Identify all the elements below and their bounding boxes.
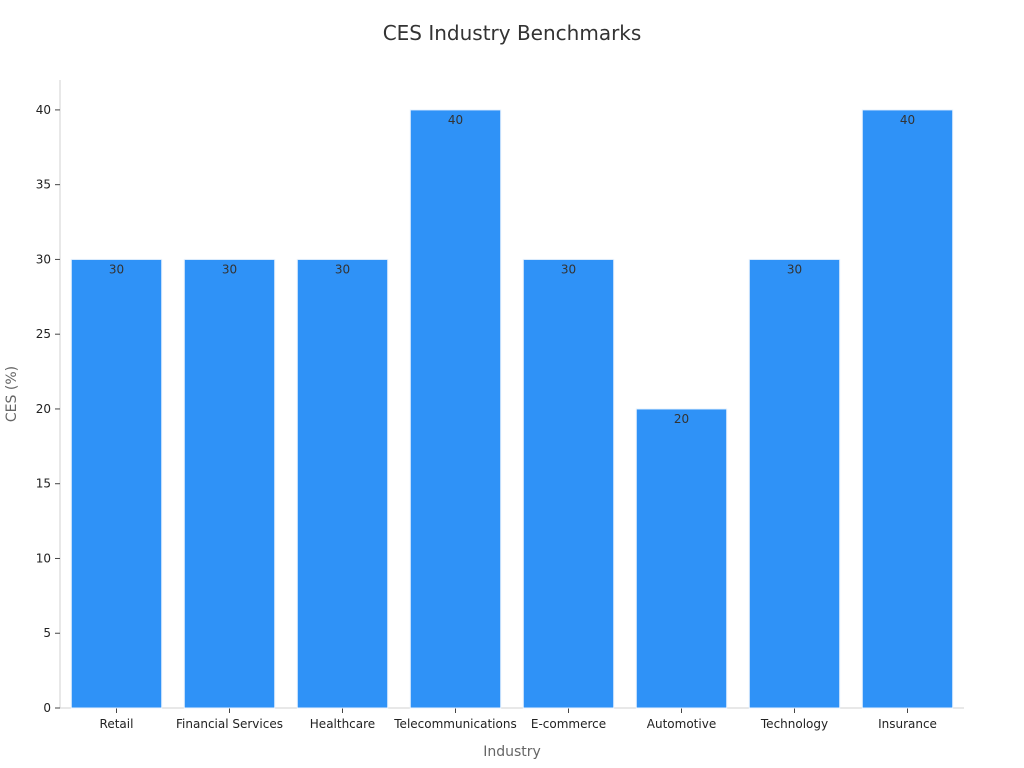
bar-telecommunications: [409, 109, 502, 709]
bar-insurance: [861, 109, 954, 709]
data-label: 30: [561, 262, 576, 276]
bar-e-commerce: [522, 258, 615, 709]
data-label: 20: [674, 412, 689, 426]
x-tick-label: Financial Services: [176, 717, 283, 731]
data-label: 30: [787, 262, 802, 276]
x-axis: Retail Financial Services Healthcare Teleco…: [60, 707, 964, 731]
y-tick-label: 20: [36, 402, 51, 416]
x-tick-label: Insurance: [878, 717, 937, 731]
data-label: 30: [222, 262, 237, 276]
data-label: 30: [335, 262, 350, 276]
y-tick-label: 35: [36, 178, 51, 192]
bar-automotive: [635, 408, 728, 709]
y-tick-label: 15: [36, 477, 51, 491]
y-tick-label: 5: [43, 626, 51, 640]
y-tick-label: 0: [43, 701, 51, 715]
y-tick-label: 25: [36, 327, 51, 341]
x-tick-label: E-commerce: [531, 717, 606, 731]
y-tick-label: 40: [36, 103, 51, 117]
y-tick-label: 10: [36, 551, 51, 565]
bars-group: [70, 109, 954, 709]
y-axis-label: CES (%): [4, 366, 20, 422]
x-tick-label: Healthcare: [310, 717, 375, 731]
bar-retail: [70, 258, 163, 709]
x-tick-label: Retail: [100, 717, 134, 731]
y-axis: 0 5 10 15 20 25 30 35 40: [36, 80, 61, 715]
x-tick-label: Telecommunications: [393, 717, 516, 731]
y-tick-label: 30: [36, 252, 51, 266]
chart-title: CES Industry Benchmarks: [383, 21, 642, 45]
data-label: 40: [448, 113, 463, 127]
x-tick-label: Automotive: [647, 717, 716, 731]
data-label: 30: [109, 262, 124, 276]
data-labels-group: 30 30 30 40 30 20 30 40: [109, 113, 915, 426]
x-tick-label: Technology: [760, 717, 828, 731]
x-axis-label: Industry: [483, 744, 541, 760]
bar-technology: [748, 258, 841, 709]
bar-financial-services: [183, 258, 276, 709]
data-label: 40: [900, 113, 915, 127]
bar-healthcare: [296, 258, 389, 709]
